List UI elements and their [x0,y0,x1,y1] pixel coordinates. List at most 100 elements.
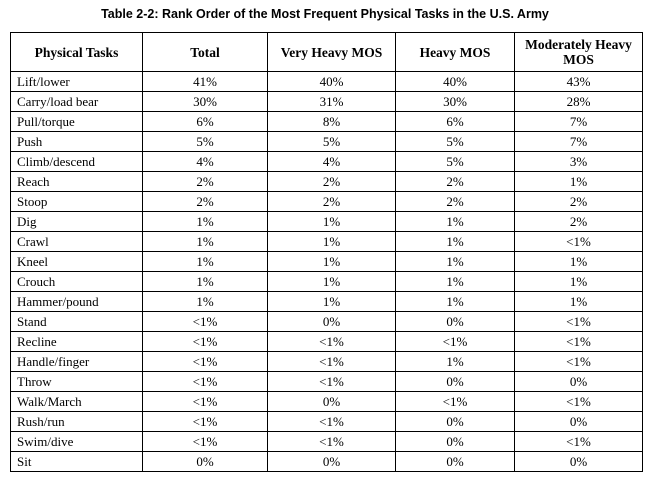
moderately-heavy-cell: 1% [514,251,643,272]
total-cell: 0% [142,451,268,472]
total-cell: 2% [142,191,268,212]
task-cell: Carry/load bear [10,91,143,112]
header-physical-tasks: Physical Tasks [10,32,143,72]
total-cell: 5% [142,131,268,152]
task-cell: Crouch [10,271,143,292]
very-heavy-cell: 1% [267,291,396,312]
table-row: Lift/lower 41% 40% 40% 43% [10,71,643,92]
moderately-heavy-cell: 1% [514,171,643,192]
table-row: Crouch 1% 1% 1% 1% [10,271,643,292]
table-row: Handle/finger <1% <1% 1% <1% [10,351,643,372]
task-cell: Swim/dive [10,431,143,452]
heavy-cell: 1% [395,231,515,252]
moderately-heavy-cell: 2% [514,211,643,232]
moderately-heavy-cell: 0% [514,451,643,472]
task-cell: Reach [10,171,143,192]
task-cell: Walk/March [10,391,143,412]
total-cell: <1% [142,411,268,432]
table-row: Hammer/pound 1% 1% 1% 1% [10,291,643,312]
very-heavy-cell: 1% [267,251,396,272]
heavy-cell: 1% [395,351,515,372]
header-total: Total [142,32,268,72]
heavy-cell: 2% [395,171,515,192]
task-cell: Climb/descend [10,151,143,172]
heavy-cell: 0% [395,431,515,452]
heavy-cell: 2% [395,191,515,212]
moderately-heavy-cell: <1% [514,331,643,352]
task-cell: Kneel [10,251,143,272]
moderately-heavy-cell: <1% [514,351,643,372]
table-row: Carry/load bear 30% 31% 30% 28% [10,91,643,112]
table-row: Climb/descend 4% 4% 5% 3% [10,151,643,172]
task-cell: Throw [10,371,143,392]
total-cell: 1% [142,251,268,272]
very-heavy-cell: <1% [267,411,396,432]
very-heavy-cell: 1% [267,231,396,252]
task-cell: Sit [10,451,143,472]
moderately-heavy-cell: <1% [514,311,643,332]
total-cell: 1% [142,291,268,312]
very-heavy-cell: 8% [267,111,396,132]
table-row: Pull/torque 6% 8% 6% 7% [10,111,643,132]
moderately-heavy-cell: 3% [514,151,643,172]
task-cell: Handle/finger [10,351,143,372]
very-heavy-cell: 1% [267,211,396,232]
total-cell: <1% [142,311,268,332]
heavy-cell: 40% [395,71,515,92]
very-heavy-cell: 1% [267,271,396,292]
task-cell: Lift/lower [10,71,143,92]
header-moderately-heavy-mos: Moderately Heavy MOS [514,32,643,72]
task-cell: Crawl [10,231,143,252]
physical-tasks-table: Physical Tasks Total Very Heavy MOS Heav… [10,32,643,472]
total-cell: 4% [142,151,268,172]
header-very-heavy-mos: Very Heavy MOS [267,32,396,72]
moderately-heavy-cell: 0% [514,371,643,392]
very-heavy-cell: 31% [267,91,396,112]
moderately-heavy-cell: 1% [514,271,643,292]
very-heavy-cell: <1% [267,351,396,372]
very-heavy-cell: 40% [267,71,396,92]
task-cell: Hammer/pound [10,291,143,312]
task-cell: Rush/run [10,411,143,432]
moderately-heavy-cell: 2% [514,191,643,212]
total-cell: 1% [142,231,268,252]
heavy-cell: 5% [395,151,515,172]
heavy-cell: <1% [395,331,515,352]
very-heavy-cell: 5% [267,131,396,152]
very-heavy-cell: 0% [267,451,396,472]
moderately-heavy-cell: 1% [514,291,643,312]
total-cell: 2% [142,171,268,192]
total-cell: 6% [142,111,268,132]
table-row: Sit 0% 0% 0% 0% [10,451,643,472]
very-heavy-cell: <1% [267,371,396,392]
task-cell: Pull/torque [10,111,143,132]
total-cell: 41% [142,71,268,92]
total-cell: <1% [142,391,268,412]
table-row: Reach 2% 2% 2% 1% [10,171,643,192]
table-row: Rush/run <1% <1% 0% 0% [10,411,643,432]
very-heavy-cell: 2% [267,191,396,212]
total-cell: <1% [142,431,268,452]
table-row: Swim/dive <1% <1% 0% <1% [10,431,643,452]
heavy-cell: 0% [395,451,515,472]
table-row: Push 5% 5% 5% 7% [10,131,643,152]
table-body: Lift/lower 41% 40% 40% 43% Carry/load bear 30%… [10,71,643,472]
moderately-heavy-cell: 43% [514,71,643,92]
heavy-cell: 0% [395,411,515,432]
table-header-row: Physical Tasks Total Very Heavy MOS Heav… [10,32,643,72]
heavy-cell: 5% [395,131,515,152]
task-cell: Stoop [10,191,143,212]
moderately-heavy-cell: <1% [514,231,643,252]
total-cell: <1% [142,331,268,352]
task-cell: Recline [10,331,143,352]
task-cell: Stand [10,311,143,332]
table-row: Stoop 2% 2% 2% 2% [10,191,643,212]
table-row: Stand <1% 0% 0% <1% [10,311,643,332]
total-cell: <1% [142,351,268,372]
very-heavy-cell: <1% [267,431,396,452]
header-heavy-mos: Heavy MOS [395,32,515,72]
table-caption: Table 2-2: Rank Order of the Most Freque… [101,7,549,21]
table-row: Crawl 1% 1% 1% <1% [10,231,643,252]
table-row: Walk/March <1% 0% <1% <1% [10,391,643,412]
total-cell: 1% [142,271,268,292]
